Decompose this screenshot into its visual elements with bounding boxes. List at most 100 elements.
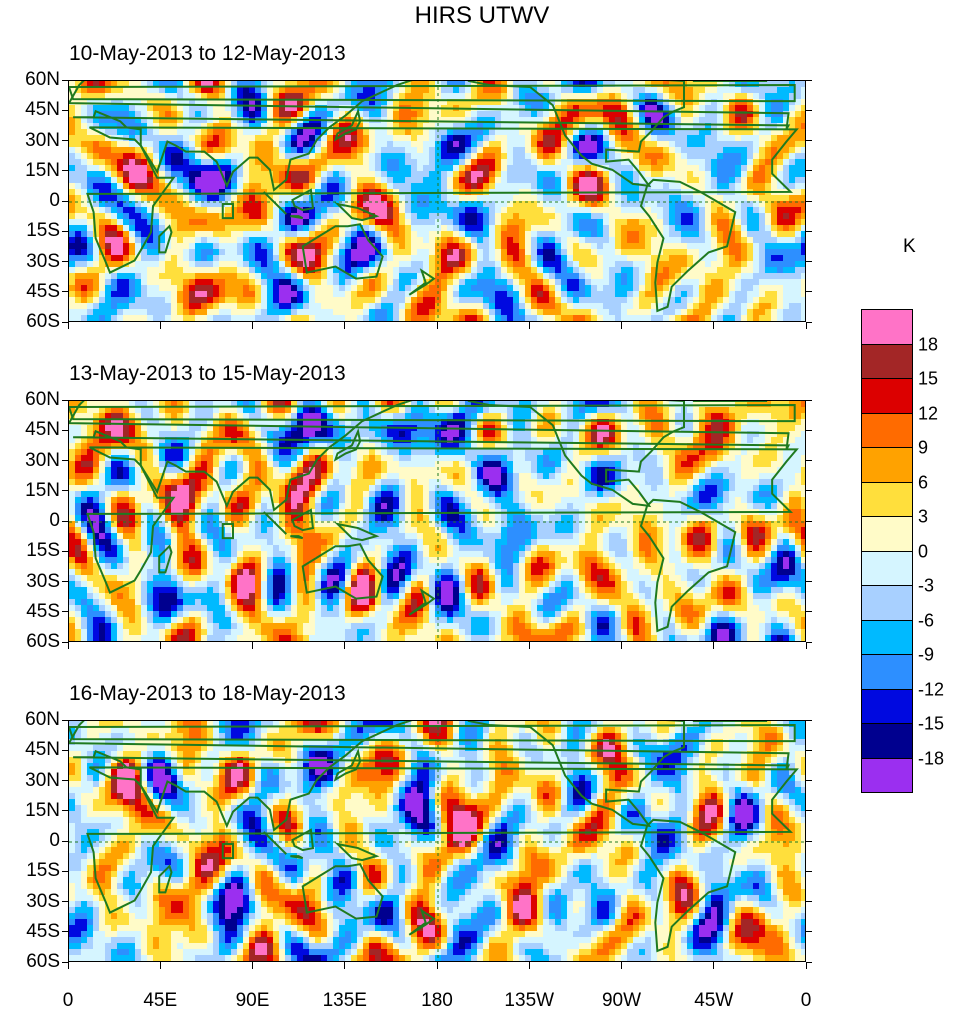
anomaly-cell [249, 237, 256, 244]
anomaly-cell [717, 147, 724, 154]
anomaly-cell [663, 255, 670, 262]
anomaly-cell [735, 195, 742, 202]
anomaly-cell [243, 159, 250, 166]
anomaly-cell [81, 195, 88, 202]
anomaly-cell [165, 159, 172, 166]
anomaly-cell [471, 111, 478, 118]
anomaly-cell [633, 111, 640, 118]
anomaly-cell [201, 189, 208, 196]
anomaly-cell [411, 195, 418, 202]
anomaly-cell [567, 273, 574, 280]
anomaly-cell [615, 279, 622, 286]
anomaly-cell [459, 219, 466, 226]
anomaly-cell [501, 291, 508, 298]
anomaly-cell [327, 231, 334, 238]
anomaly-cell [201, 105, 208, 112]
anomaly-cell [141, 255, 148, 262]
anomaly-cell [537, 213, 544, 220]
anomaly-cell [165, 255, 172, 262]
anomaly-cell [741, 195, 748, 202]
anomaly-cell [531, 267, 538, 274]
anomaly-cell [219, 93, 226, 100]
anomaly-cell [255, 153, 262, 160]
anomaly-cell [111, 303, 118, 310]
anomaly-cell [381, 153, 388, 160]
anomaly-cell [561, 315, 568, 321]
anomaly-cell [675, 249, 682, 256]
anomaly-cell [117, 123, 124, 130]
anomaly-cell [339, 171, 346, 178]
anomaly-cell [687, 303, 694, 310]
anomaly-cell [531, 171, 538, 178]
anomaly-cell [93, 99, 100, 106]
anomaly-cell [693, 213, 700, 220]
anomaly-cell [195, 141, 202, 148]
anomaly-cell [675, 297, 682, 304]
anomaly-cell [519, 273, 526, 280]
anomaly-cell [771, 147, 778, 154]
anomaly-cell [609, 213, 616, 220]
anomaly-cell [309, 99, 316, 106]
anomaly-cell [219, 267, 226, 274]
anomaly-cell [765, 93, 772, 100]
anomaly-cell [453, 237, 460, 244]
anomaly-cell [777, 267, 784, 274]
anomaly-cell [243, 147, 250, 154]
anomaly-cell [231, 171, 238, 178]
anomaly-cell [801, 135, 805, 142]
anomaly-cell [147, 87, 154, 94]
anomaly-cell [789, 291, 796, 298]
anomaly-cell [687, 81, 694, 88]
anomaly-cell [189, 141, 196, 148]
anomaly-cell [507, 321, 514, 322]
anomaly-cell [399, 183, 406, 190]
anomaly-cell [327, 141, 334, 148]
anomaly-cell [81, 225, 88, 232]
anomaly-cell [321, 123, 328, 130]
anomaly-cell [609, 93, 616, 100]
anomaly-cell [345, 81, 352, 88]
anomaly-cell [651, 243, 658, 250]
anomaly-cell [465, 285, 472, 292]
anomaly-cell [705, 225, 712, 232]
anomaly-cell [147, 195, 154, 202]
anomaly-cell [99, 291, 106, 298]
anomaly-cell [513, 243, 520, 250]
anomaly-cell [147, 267, 154, 274]
anomaly-cell [387, 225, 394, 232]
anomaly-cell [525, 99, 532, 106]
anomaly-cell [267, 291, 274, 298]
anomaly-cell [111, 309, 118, 316]
anomaly-cell [567, 261, 574, 268]
anomaly-cell [375, 231, 382, 238]
anomaly-cell [351, 249, 358, 256]
anomaly-cell [177, 117, 184, 124]
anomaly-cell [753, 285, 760, 292]
anomaly-cell [333, 243, 340, 250]
anomaly-cell [579, 231, 586, 238]
anomaly-cell [339, 183, 346, 190]
anomaly-cell [753, 99, 760, 106]
anomaly-cell [447, 147, 454, 154]
anomaly-cell [171, 147, 178, 154]
anomaly-cell [369, 87, 376, 94]
anomaly-cell [675, 141, 682, 148]
anomaly-cell [663, 291, 670, 298]
anomaly-cell [795, 159, 802, 166]
anomaly-cell [561, 225, 568, 232]
anomaly-cell [309, 153, 316, 160]
anomaly-cell [549, 201, 556, 208]
anomaly-cell [597, 285, 604, 292]
anomaly-cell [723, 153, 730, 160]
anomaly-cell [111, 147, 118, 154]
anomaly-cell [669, 105, 676, 112]
anomaly-cell [369, 195, 376, 202]
anomaly-cell [717, 177, 724, 184]
anomaly-cell [159, 171, 166, 178]
anomaly-cell [189, 243, 196, 250]
anomaly-cell [777, 93, 784, 100]
anomaly-cell [459, 321, 466, 322]
anomaly-cell [105, 111, 112, 118]
anomaly-cell [543, 123, 550, 130]
anomaly-cell [513, 219, 520, 226]
